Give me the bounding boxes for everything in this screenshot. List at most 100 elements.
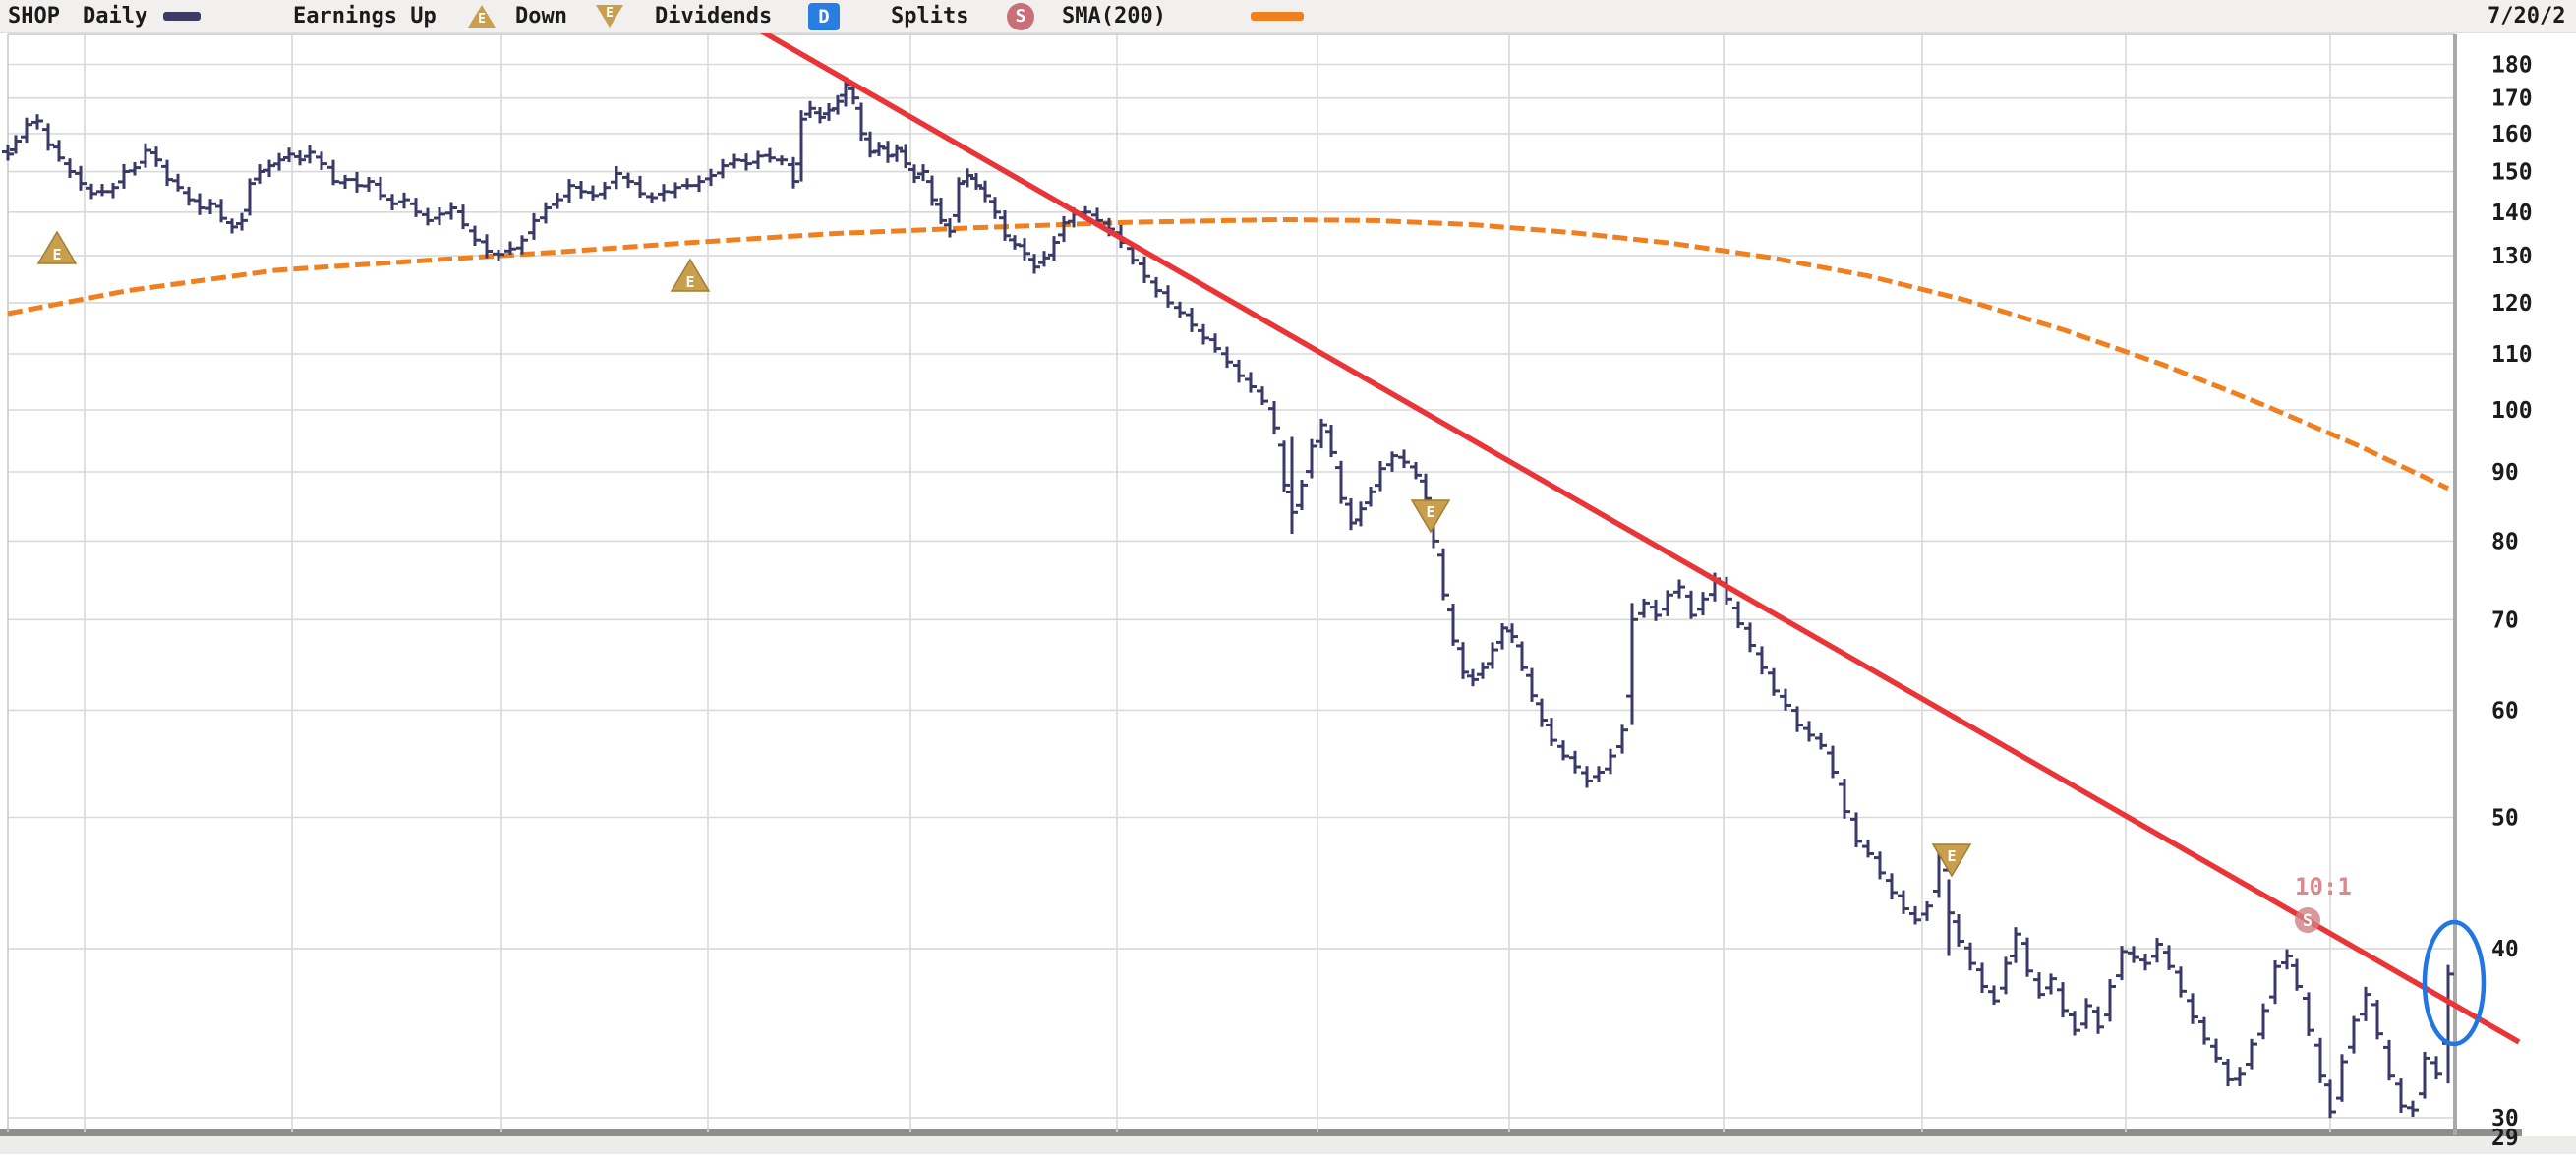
earnings-up-marker: E (36, 230, 78, 264)
ohlc-bar (1306, 438, 1317, 479)
ohlc-bar (2395, 1078, 2407, 1113)
ohlc-bar (1827, 745, 1839, 779)
highlight-ellipse-annotation[interactable] (2422, 919, 2487, 1047)
ohlc-bar (2151, 938, 2163, 963)
ohlc-bar (552, 193, 563, 209)
ohlc-bar (2175, 966, 2187, 998)
legend-earnings-down-label: Down (515, 4, 567, 29)
ohlc-bar (740, 153, 752, 171)
ohlc-bar (1921, 901, 1933, 921)
earnings-letter: E (1947, 847, 1956, 865)
ohlc-bar (953, 177, 965, 223)
ohlc-bar (2139, 954, 2151, 971)
ohlc-bar (2442, 964, 2454, 1084)
ohlc-bar (1286, 436, 1298, 534)
legend-splits-label: Splits (891, 4, 969, 29)
legend-earnings-up-label: Earnings Up (293, 4, 437, 29)
y-axis-label: 40 (2491, 937, 2519, 962)
ohlc-bar (2163, 945, 2175, 970)
ohlc-bar (1245, 372, 1257, 393)
y-axis-label: 50 (2491, 806, 2519, 832)
ohlc-bar (1988, 985, 2000, 1005)
earnings-up-icon: E (468, 5, 496, 28)
ohlc-bar (263, 159, 275, 178)
earnings-down-icon: E (596, 5, 623, 28)
split-circle-icon (2295, 907, 2320, 933)
ohlc-bar (926, 175, 938, 206)
ohlc-bar (1898, 890, 1909, 914)
ohlc-bar (646, 192, 658, 203)
ohlc-bar (717, 158, 729, 179)
ohlc-bar (236, 212, 248, 231)
ohlc-bar (1862, 840, 1874, 858)
split-letter: S (2303, 911, 2313, 931)
ohlc-bar (1943, 868, 1955, 956)
ohlc-bar (42, 123, 54, 151)
ohlc-bar (2371, 1000, 2383, 1040)
earnings-up-icon (670, 258, 711, 292)
ohlc-bar (611, 166, 622, 190)
gridlines (8, 34, 2455, 1132)
ohlc-bar (2128, 946, 2139, 963)
earnings-down-icon (1931, 843, 1972, 878)
ohlc-bar (670, 182, 681, 199)
trendline-annotation[interactable] (753, 25, 2521, 1045)
ohlc-bar (2187, 993, 2198, 1024)
ohlc-bar (1174, 301, 1186, 318)
ohlc-bar (622, 172, 634, 189)
ohlc-bar (2360, 986, 2371, 1021)
ohlc-bar (1569, 750, 1581, 774)
y-axis-label: 100 (2491, 398, 2533, 424)
ohlc-bar (1296, 480, 1308, 510)
y-axis-label: 60 (2491, 698, 2519, 724)
ohlc-bar (2348, 1015, 2360, 1054)
timeframe-label: Daily (83, 4, 148, 29)
ohlc-bar (1386, 451, 1398, 472)
ohlc-bar (634, 175, 646, 198)
ohlc-bar (1233, 359, 1245, 383)
sma-swatch (1251, 12, 1304, 21)
ohlc-bar (1345, 498, 1357, 531)
ohlc-bar (1662, 590, 1673, 616)
ohlc-bar (1732, 601, 1744, 629)
legend-sma-label: SMA(200) (1062, 4, 1166, 29)
ohlc-bar (1375, 461, 1386, 492)
ohlc-bar (294, 150, 306, 166)
ohlc-bar (575, 181, 587, 199)
ohlc-bar (693, 175, 705, 193)
y-axis-label: 80 (2491, 529, 2519, 554)
y-axis-label: 150 (2491, 160, 2533, 186)
ohlc-bar (21, 117, 32, 144)
ohlc-bar (254, 164, 265, 184)
y-axis-label: 160 (2491, 122, 2533, 147)
ohlc-bar (1437, 548, 1449, 601)
y-axis-label: 130 (2491, 244, 2533, 269)
ohlc-bar (764, 147, 776, 163)
y-axis-label: 110 (2491, 342, 2533, 368)
ohlc-bar (1139, 256, 1150, 283)
chart-header: SHOP Daily Earnings Up E Down E Dividend… (0, 0, 2576, 33)
ohlc-bar (1815, 732, 1827, 750)
ohlc-bar (658, 184, 670, 202)
ohlc-bar (445, 202, 457, 220)
ohlc-bar (832, 94, 844, 115)
ohlc-bar (1150, 276, 1162, 298)
ohlc-bar (504, 241, 516, 255)
ohlc-bar (2291, 958, 2303, 991)
ohlc-bar (2116, 946, 2128, 981)
ohlc-bar (1268, 401, 1280, 434)
ohlc-bar (1780, 688, 1791, 711)
split-badge-icon: S (1007, 3, 1034, 30)
ohlc-bar (1335, 460, 1347, 504)
ohlc-bar (2303, 992, 2314, 1036)
ohlc-bar (1546, 718, 1557, 746)
ohlc-bar (1316, 418, 1327, 449)
ohlc-bar (1257, 386, 1268, 405)
ohlc-bar (10, 135, 22, 154)
y-axis-label: 140 (2491, 201, 2533, 226)
ohlc-bar (1593, 766, 1605, 782)
ohlc-bar (375, 176, 386, 201)
legend-dividends-label: Dividends (655, 4, 773, 29)
